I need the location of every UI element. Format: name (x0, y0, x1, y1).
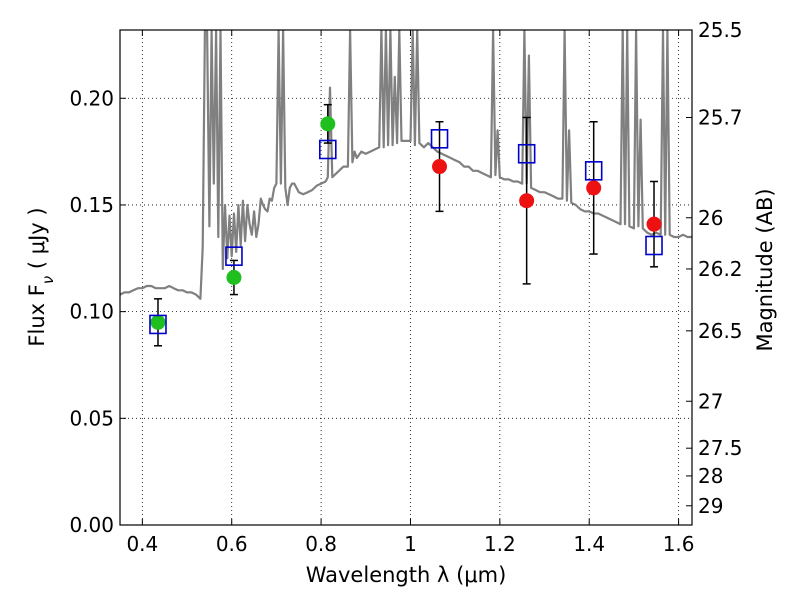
y-tick-label: 0.00 (69, 513, 114, 537)
red-point (586, 180, 602, 196)
y-axis-label: Flux Fν ( μJy ) (25, 207, 57, 346)
y2-tick-label: 29 (698, 494, 723, 518)
data-points (150, 116, 662, 330)
model-squares (149, 129, 663, 335)
x-axis-label: Wavelength λ (μm) (306, 563, 507, 587)
x-tick-label: 0.8 (305, 532, 337, 556)
red-point (432, 159, 448, 175)
y2-tick-label: 27.5 (698, 436, 743, 460)
y2-tick-label: 26 (698, 206, 723, 230)
model-square (149, 314, 167, 335)
x-tick-label: 0.6 (216, 532, 248, 556)
model-square (584, 161, 603, 181)
x-tick-label: 1.2 (484, 532, 516, 556)
template-spectrum (120, 30, 692, 300)
y2-tick-label: 26.2 (698, 257, 743, 281)
y-tick-label: 0.15 (69, 193, 114, 217)
y2-tick-label: 27 (698, 389, 723, 413)
model-square (430, 129, 449, 149)
y-tick-label: 0.20 (69, 86, 114, 110)
red-point (519, 193, 535, 209)
red-point (646, 216, 662, 232)
green-point (150, 314, 166, 330)
y2-tick-label: 28 (698, 464, 723, 488)
grid (120, 30, 692, 526)
spectrum-line (120, 30, 692, 300)
model-square (318, 139, 337, 160)
x-tick-label: 1.4 (573, 532, 605, 556)
x-tick-label: 1.6 (663, 532, 695, 556)
ticks: 0.4 0.6 0.8 1 1.2 1.4 1.6 0.00 0.05 0.10 0.15 0.20 2… (69, 18, 742, 556)
y2-tick-label: 25.5 (698, 18, 743, 42)
x-tick-label: 0.4 (126, 532, 158, 556)
green-point (226, 270, 242, 285)
model-square (225, 246, 243, 266)
y2-tick-label: 26.5 (698, 319, 743, 343)
x-tick-label: 1 (404, 532, 417, 556)
green-point (320, 116, 336, 132)
model-square (517, 143, 536, 164)
plot-frame (119, 29, 693, 526)
y2-tick-label: 25.7 (698, 105, 743, 129)
y-tick-label: 0.05 (69, 406, 114, 430)
model-square (645, 235, 663, 256)
y-tick-label: 0.10 (69, 300, 114, 324)
y2-axis-label: Magnitude (AB) (753, 188, 777, 351)
